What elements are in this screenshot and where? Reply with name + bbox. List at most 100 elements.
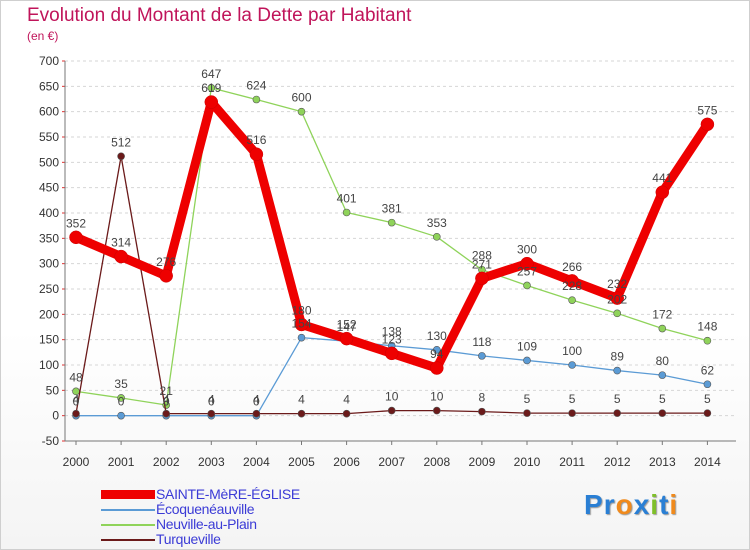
logo-letter: t — [659, 489, 670, 520]
data-point — [568, 361, 576, 369]
y-tick-label: 500 — [39, 155, 59, 169]
data-point — [252, 95, 261, 104]
data-point — [700, 117, 715, 132]
data-point — [475, 271, 489, 286]
y-tick-label: 250 — [39, 282, 59, 296]
x-tick-label: 2002 — [153, 455, 180, 469]
x-tick-label: 2001 — [108, 455, 135, 469]
data-label: 138 — [382, 325, 402, 339]
data-point — [478, 407, 486, 416]
legend-label: Écoquenéauville — [156, 501, 255, 517]
data-label: 0 — [163, 395, 170, 409]
y-tick-label: 0 — [52, 409, 59, 423]
data-label: 180 — [291, 303, 311, 317]
x-tick-label: 2000 — [63, 455, 90, 469]
logo-letter: i — [669, 489, 679, 520]
data-point — [162, 409, 170, 418]
data-point — [565, 274, 579, 288]
legend-swatch — [101, 524, 155, 526]
data-label: 202 — [607, 292, 627, 306]
chart-title: Evolution du Montant de la Dette par Hab… — [27, 5, 412, 26]
data-point — [297, 333, 306, 342]
data-point — [339, 331, 354, 346]
data-label: 381 — [382, 202, 402, 216]
y-tick-label: 650 — [39, 79, 59, 93]
data-label: 21 — [160, 384, 174, 398]
y-tick-label: 450 — [39, 181, 59, 195]
data-point — [703, 409, 712, 417]
data-label: 271 — [472, 257, 492, 271]
data-label: 62 — [701, 363, 715, 377]
x-tick-label: 2013 — [649, 455, 676, 469]
legend-swatch — [101, 490, 155, 499]
data-point — [610, 291, 624, 305]
y-tick-label: 350 — [39, 231, 59, 245]
data-label: 4 — [298, 393, 305, 407]
data-point — [387, 406, 396, 415]
data-point — [342, 208, 351, 217]
data-label: 4 — [208, 393, 215, 407]
data-point — [432, 406, 441, 415]
data-label: 35 — [114, 377, 128, 391]
data-label: 152 — [337, 318, 357, 332]
logo-letter: P — [584, 489, 604, 520]
data-point — [703, 336, 712, 345]
data-point — [432, 233, 441, 241]
legend-label: Turqueville — [156, 531, 221, 547]
logo-letter: r — [603, 489, 616, 520]
y-tick-label: -50 — [42, 434, 60, 448]
y-tick-label: 600 — [39, 105, 59, 119]
data-point — [207, 409, 216, 418]
data-label: 353 — [427, 216, 447, 230]
data-label: 94 — [430, 347, 444, 361]
data-point — [69, 230, 83, 245]
data-label: 148 — [697, 320, 717, 334]
data-label: 5 — [614, 392, 621, 406]
data-point — [568, 409, 576, 417]
x-tick-label: 2012 — [604, 455, 631, 469]
data-point — [204, 95, 219, 109]
x-tick-label: 2004 — [243, 455, 270, 469]
data-point — [613, 309, 622, 318]
data-label: 5 — [569, 392, 576, 406]
data-point — [568, 296, 576, 304]
x-tick-label: 2011 — [559, 455, 585, 469]
data-label: 288 — [472, 249, 492, 263]
logo-letter: o — [615, 489, 634, 520]
y-tick-label: 50 — [46, 383, 60, 397]
data-label: 89 — [611, 350, 625, 364]
x-tick-label: 2008 — [423, 455, 450, 469]
data-point — [207, 84, 216, 92]
data-point — [478, 352, 486, 360]
x-tick-label: 2005 — [288, 455, 315, 469]
data-point — [523, 356, 531, 365]
data-label: 401 — [337, 191, 357, 205]
data-label: 575 — [697, 103, 717, 117]
data-point — [117, 152, 125, 161]
data-label: 109 — [517, 339, 537, 353]
data-label: 10 — [385, 390, 399, 404]
data-point — [387, 218, 396, 227]
logo-letter: x — [633, 489, 651, 520]
data-label: 300 — [517, 243, 537, 257]
data-label: 4 — [343, 393, 350, 407]
data-label: 647 — [201, 67, 221, 81]
data-label: 0 — [253, 395, 260, 409]
x-tick-label: 2009 — [469, 455, 496, 469]
data-label: 624 — [246, 79, 266, 93]
data-point — [658, 409, 667, 417]
data-point — [613, 366, 622, 375]
data-point — [613, 409, 622, 417]
data-label: 80 — [656, 354, 670, 368]
data-point — [117, 394, 125, 402]
data-label: 147 — [337, 320, 357, 334]
data-label: 257 — [517, 264, 537, 278]
data-label: 123 — [382, 332, 402, 346]
data-label: 154 — [291, 317, 311, 331]
data-label: 276 — [156, 255, 176, 269]
data-label: 10 — [430, 390, 444, 404]
data-label: 5 — [524, 392, 531, 406]
data-point — [703, 380, 712, 389]
data-point — [523, 281, 531, 290]
